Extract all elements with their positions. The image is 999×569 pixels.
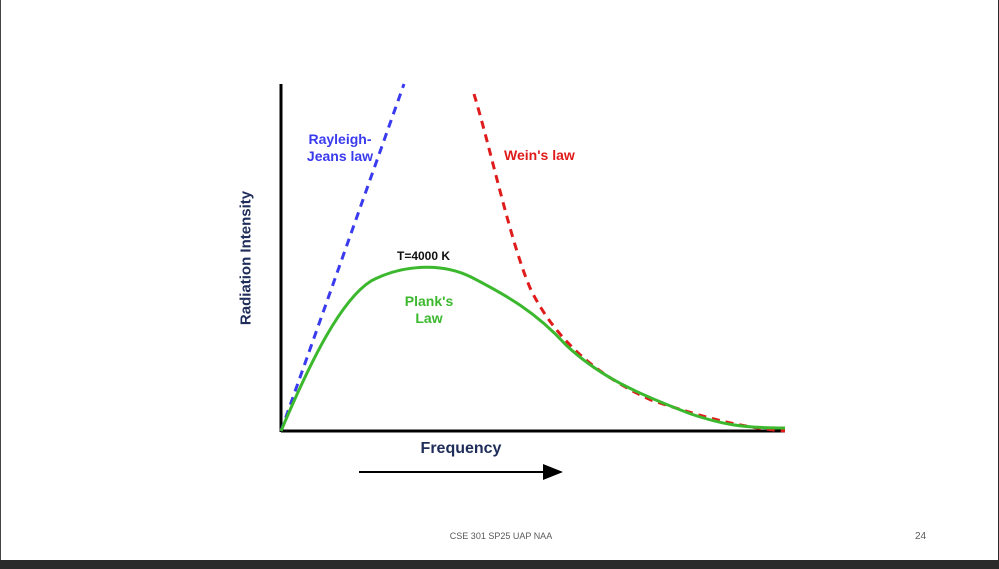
plank-law-curve [279, 265, 786, 432]
rayleigh-jeans-label: Rayleigh- Jeans law [304, 131, 376, 165]
bottom-bar [0, 560, 999, 569]
y-axis-label: Radiation Intensity [237, 190, 255, 326]
wein-law-label: Wein's law [504, 147, 575, 163]
wein-law-line [472, 93, 786, 433]
temperature-label: T=4000 K [397, 249, 451, 263]
page-number: 24 [915, 531, 927, 542]
plank-law-label-text: Plank's Law [404, 293, 454, 326]
rayleigh-jeans-label-text: Rayleigh- Jeans law [306, 131, 374, 164]
rayleigh-jeans-line [279, 83, 406, 432]
window-left-edge [0, 0, 1, 569]
slide-footer: CSE 301 SP25 UAP NAA [449, 531, 553, 541]
x-axis-label: Frequency [420, 440, 502, 457]
plank-law-label: Plank's Law [399, 293, 459, 327]
